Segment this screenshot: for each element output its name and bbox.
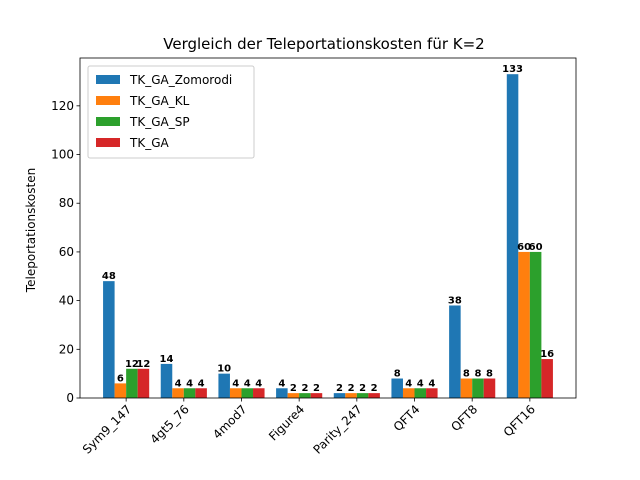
data-label: 133 bbox=[502, 64, 523, 75]
data-label: 4 bbox=[417, 378, 424, 389]
y-tick-label: 20 bbox=[59, 342, 74, 356]
bar bbox=[391, 378, 403, 398]
data-label: 4 bbox=[405, 378, 412, 389]
data-label: 14 bbox=[160, 354, 174, 365]
bar bbox=[333, 393, 346, 398]
x-tick-label: Figure4 bbox=[266, 402, 307, 443]
x-tick-label: 4gt5_76 bbox=[147, 402, 191, 446]
bar bbox=[114, 383, 127, 398]
bar bbox=[506, 74, 519, 398]
bar bbox=[449, 305, 461, 398]
data-label: 60 bbox=[517, 242, 531, 253]
data-label: 38 bbox=[448, 295, 462, 306]
data-label: 4 bbox=[198, 378, 205, 389]
data-label: 2 bbox=[301, 383, 308, 394]
data-label: 8 bbox=[463, 369, 470, 380]
bar bbox=[253, 388, 265, 398]
bar bbox=[195, 388, 207, 398]
bar bbox=[229, 388, 242, 398]
data-label: 4 bbox=[232, 378, 239, 389]
bar bbox=[299, 393, 311, 398]
data-label: 4 bbox=[186, 378, 193, 389]
y-tick-label: 120 bbox=[51, 99, 74, 113]
bar bbox=[426, 388, 438, 398]
bar bbox=[529, 251, 542, 398]
data-label: 10 bbox=[217, 364, 231, 375]
x-tick-label: QFT16 bbox=[501, 402, 538, 439]
data-label: 4 bbox=[244, 378, 251, 389]
bar bbox=[414, 388, 427, 398]
bar bbox=[356, 393, 369, 398]
data-label: 2 bbox=[336, 383, 343, 394]
data-label: 6 bbox=[117, 373, 124, 384]
bar bbox=[276, 388, 288, 398]
bar bbox=[137, 368, 150, 398]
x-tick-label: 4mod7 bbox=[210, 402, 250, 442]
bar bbox=[241, 388, 254, 398]
data-label: 12 bbox=[136, 359, 150, 370]
legend-swatch bbox=[96, 138, 120, 147]
bar bbox=[518, 251, 530, 398]
legend-swatch bbox=[96, 117, 120, 126]
bar bbox=[172, 388, 184, 398]
bar bbox=[160, 363, 173, 398]
data-label: 4 bbox=[278, 378, 285, 389]
data-label: 12 bbox=[125, 359, 139, 370]
legend-box bbox=[87, 65, 255, 159]
chart-title: Vergleich der Teleportationskosten für K… bbox=[163, 35, 484, 53]
data-label: 60 bbox=[529, 242, 543, 253]
bar bbox=[218, 373, 230, 398]
legend-swatch bbox=[96, 96, 120, 105]
legend-label: TK_GA_Zomorodi bbox=[129, 73, 232, 87]
y-axis-label: Teleportationskosten bbox=[24, 168, 38, 293]
bar bbox=[541, 359, 553, 398]
data-label: 4 bbox=[175, 378, 182, 389]
x-tick-label: Sym9_147 bbox=[80, 402, 134, 456]
legend-swatch bbox=[96, 75, 120, 84]
bar bbox=[402, 388, 415, 398]
axes-frame bbox=[79, 57, 577, 399]
legend-label: TK_GA_KL bbox=[129, 94, 190, 108]
bar bbox=[472, 378, 484, 398]
bar bbox=[183, 388, 196, 398]
data-label: 8 bbox=[486, 369, 493, 380]
bar bbox=[345, 393, 357, 398]
x-tick-label: QFT4 bbox=[391, 402, 423, 434]
data-label: 2 bbox=[348, 383, 355, 394]
data-label: 2 bbox=[290, 383, 297, 394]
legend-label: TK_GA_SP bbox=[129, 115, 190, 129]
x-tick-label: QFT8 bbox=[448, 402, 480, 434]
bar bbox=[287, 393, 300, 398]
y-tick-label: 80 bbox=[59, 196, 74, 210]
bar bbox=[483, 378, 496, 398]
data-label: 48 bbox=[102, 271, 116, 282]
data-label: 4 bbox=[255, 378, 262, 389]
bar bbox=[310, 393, 323, 398]
bar bbox=[126, 368, 138, 398]
y-tick-label: 100 bbox=[51, 148, 74, 162]
y-tick-label: 0 bbox=[66, 391, 74, 405]
legend-label: TK_GA bbox=[129, 136, 169, 150]
y-tick-label: 40 bbox=[59, 294, 74, 308]
data-label: 2 bbox=[359, 383, 366, 394]
data-label: 8 bbox=[474, 369, 481, 380]
data-label: 2 bbox=[313, 383, 320, 394]
bar bbox=[368, 393, 380, 398]
data-label: 16 bbox=[540, 349, 554, 360]
data-label: 8 bbox=[394, 369, 401, 380]
data-label: 4 bbox=[428, 378, 435, 389]
bar bbox=[460, 378, 473, 398]
x-tick-label: Parity_247 bbox=[310, 402, 364, 456]
data-label: 2 bbox=[371, 383, 378, 394]
y-tick-label: 60 bbox=[59, 245, 74, 259]
bar bbox=[103, 281, 115, 398]
legend: TK_GA_Zomorodi TK_GA_KL TK_GA_SP TK_GA bbox=[87, 65, 255, 159]
